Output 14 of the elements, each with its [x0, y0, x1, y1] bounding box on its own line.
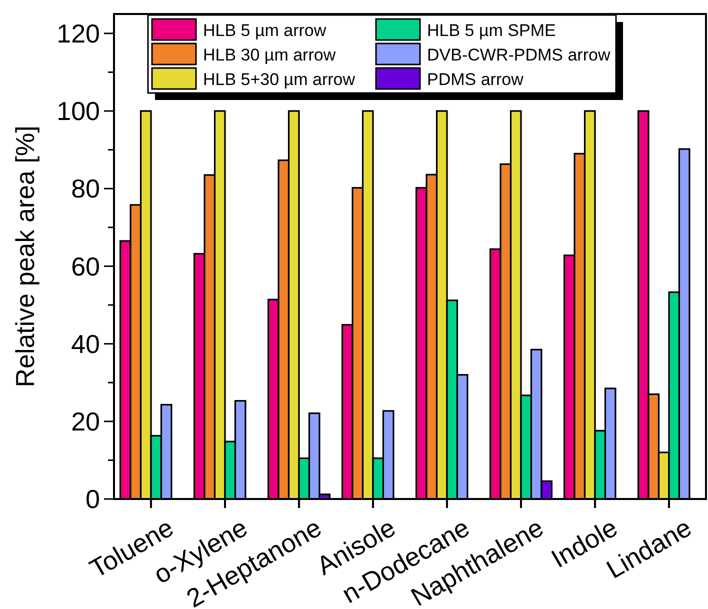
legend-label: HLB 30 µm arrow: [203, 45, 336, 64]
y-axis-title: Relative peak area [%]: [10, 126, 40, 388]
y-tick-label: 100: [56, 96, 100, 126]
y-tick-label: 60: [71, 251, 100, 282]
legend-label: DVB-CWR-PDMS arrow: [427, 45, 611, 64]
legend-label: HLB 5+30 µm arrow: [203, 70, 356, 89]
y-tick-label: 20: [71, 406, 100, 436]
y-tick-label: 80: [71, 174, 100, 204]
legend-label: HLB 5 µm SPME: [427, 20, 556, 40]
legend-label: HLB 5 µm arrow: [203, 20, 327, 40]
y-tick-label: 0: [86, 484, 100, 514]
legend-label: PDMS arrow: [427, 70, 524, 89]
y-tick-label: 120: [56, 18, 100, 48]
y-tick-label: 40: [71, 328, 100, 359]
